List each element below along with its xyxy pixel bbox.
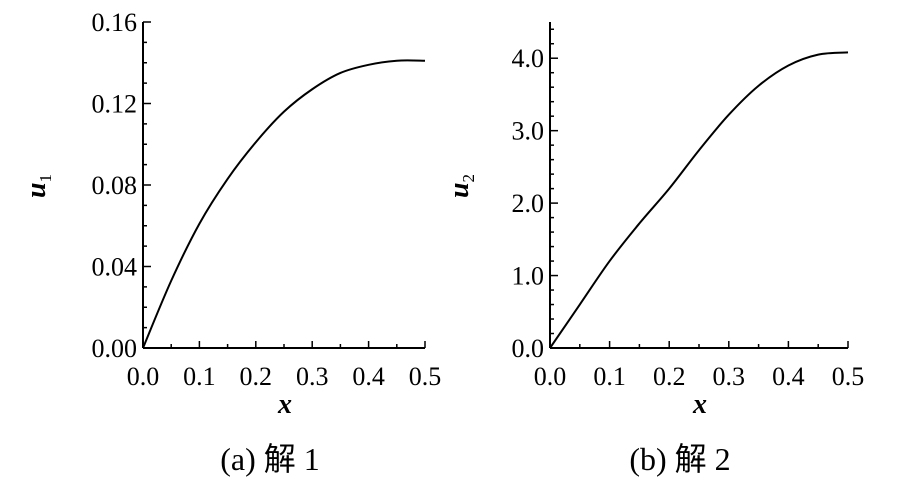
x-tick-label-a: 0.2 xyxy=(240,362,273,391)
x-tick-label-b: 0.4 xyxy=(772,362,805,391)
x-tick-label-a: 0.3 xyxy=(296,362,329,391)
x-tick-label-b: 0.5 xyxy=(832,362,865,391)
x-tick-label-a: 0.4 xyxy=(352,362,385,391)
series-line-a xyxy=(142,59,426,349)
x-tick-label-a: 0.5 xyxy=(409,362,442,391)
y-axis-title-a-base: u xyxy=(21,182,52,198)
y-axis-title-a-sub: 1 xyxy=(36,174,55,183)
y-tick-label-a: 0.00 xyxy=(92,334,138,363)
x-tick-label-b: 0.0 xyxy=(534,362,567,391)
y-axis-title-b-sub: 2 xyxy=(459,174,478,183)
caption-b: (b) 解 2 xyxy=(629,441,730,477)
chart-panel-a: (a) 解 1 x u1 0.0 0.1 0.2 0.3 0.4 0.5 0.00 0.04 0… xyxy=(21,8,441,477)
x-tick-label-a: 0.0 xyxy=(127,362,160,391)
y-axis-title-b-base: u xyxy=(444,182,475,198)
x-tick-label-a: 0.1 xyxy=(183,362,216,391)
y-tick-label-a: 0.16 xyxy=(92,8,138,37)
x-tick-label-b: 0.1 xyxy=(593,362,626,391)
y-tick-label-b: 4.0 xyxy=(512,44,545,73)
y-tick-label-b: 2.0 xyxy=(512,189,545,218)
series-line-b xyxy=(549,51,849,349)
y-tick-label-a: 0.04 xyxy=(92,253,138,282)
y-axis-title-a: u1 xyxy=(21,174,55,198)
x-tick-label-b: 0.3 xyxy=(713,362,746,391)
y-tick-label-a: 0.08 xyxy=(92,171,138,200)
chart-panel-b: (b) 解 2 x u2 0.0 0.1 0.2 0.3 0.4 0.5 0.0 1.0 2.0… xyxy=(444,22,864,477)
y-tick-label-b: 1.0 xyxy=(512,262,545,291)
y-tick-label-b: 3.0 xyxy=(512,117,545,146)
y-tick-label-a: 0.12 xyxy=(92,90,138,119)
x-axis-title-a: x xyxy=(277,389,292,420)
y-tick-label-b: 0.0 xyxy=(512,334,545,363)
y-axis-title-b: u2 xyxy=(444,174,478,198)
caption-a: (a) 解 1 xyxy=(220,441,320,477)
x-axis-title-b: x xyxy=(692,389,707,420)
x-tick-label-b: 0.2 xyxy=(653,362,686,391)
